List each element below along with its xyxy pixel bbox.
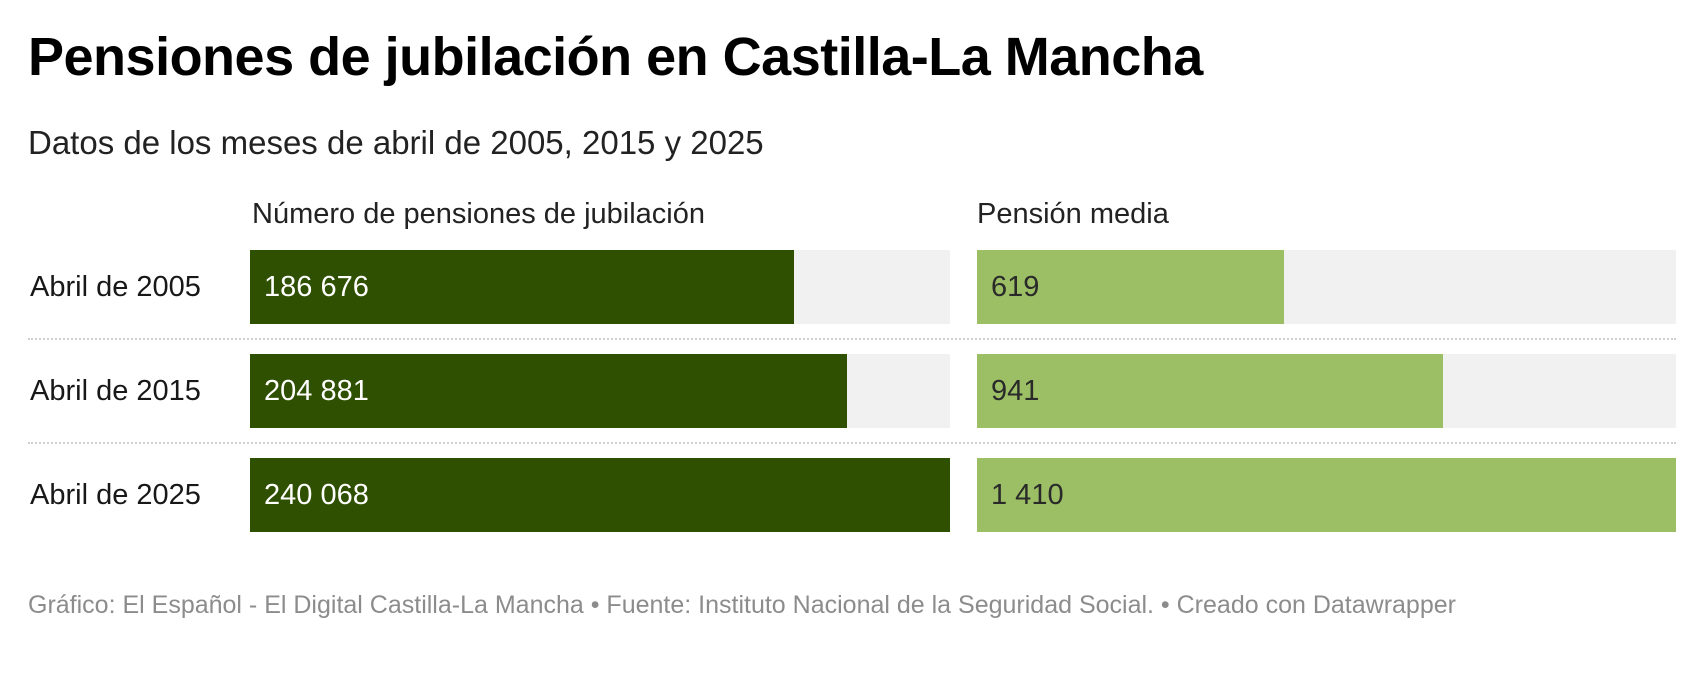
chart-footer: Gráfico: El Español - El Digital Castill… <box>28 591 1456 619</box>
bar-track: 941 <box>977 354 1676 428</box>
row-label: Abril de 2025 <box>30 479 201 511</box>
bar <box>250 354 848 428</box>
bar <box>977 458 1676 532</box>
bar-track: 619 <box>977 250 1676 324</box>
bar-value-label: 186 676 <box>264 271 369 303</box>
bar-value-label: 941 <box>991 375 1040 407</box>
bar <box>977 250 1284 324</box>
column-header-pension-count: Número de pensiones de jubilación <box>252 198 706 230</box>
bar-value-label: 1 410 <box>991 479 1064 511</box>
row-separator <box>28 338 1676 340</box>
bar-track: 240 068 <box>250 458 950 532</box>
row-separator <box>28 442 1676 444</box>
row-label: Abril de 2015 <box>30 375 201 407</box>
bar <box>250 458 950 532</box>
bar-value-label: 240 068 <box>264 479 369 511</box>
bar-value-label: 204 881 <box>264 375 369 407</box>
bar-track: 1 410 <box>977 458 1676 532</box>
bar <box>977 354 1444 428</box>
bar-track: 204 881 <box>250 354 950 428</box>
bar-value-label: 619 <box>991 271 1040 303</box>
row-label: Abril de 2005 <box>30 271 201 303</box>
chart-title: Pensiones de jubilación en Castilla-La M… <box>28 27 1203 87</box>
column-header-average-pension: Pensión media <box>977 198 1169 230</box>
bar-track: 186 676 <box>250 250 950 324</box>
bar <box>250 250 795 324</box>
chart-subtitle: Datos de los meses de abril de 2005, 201… <box>28 124 764 161</box>
